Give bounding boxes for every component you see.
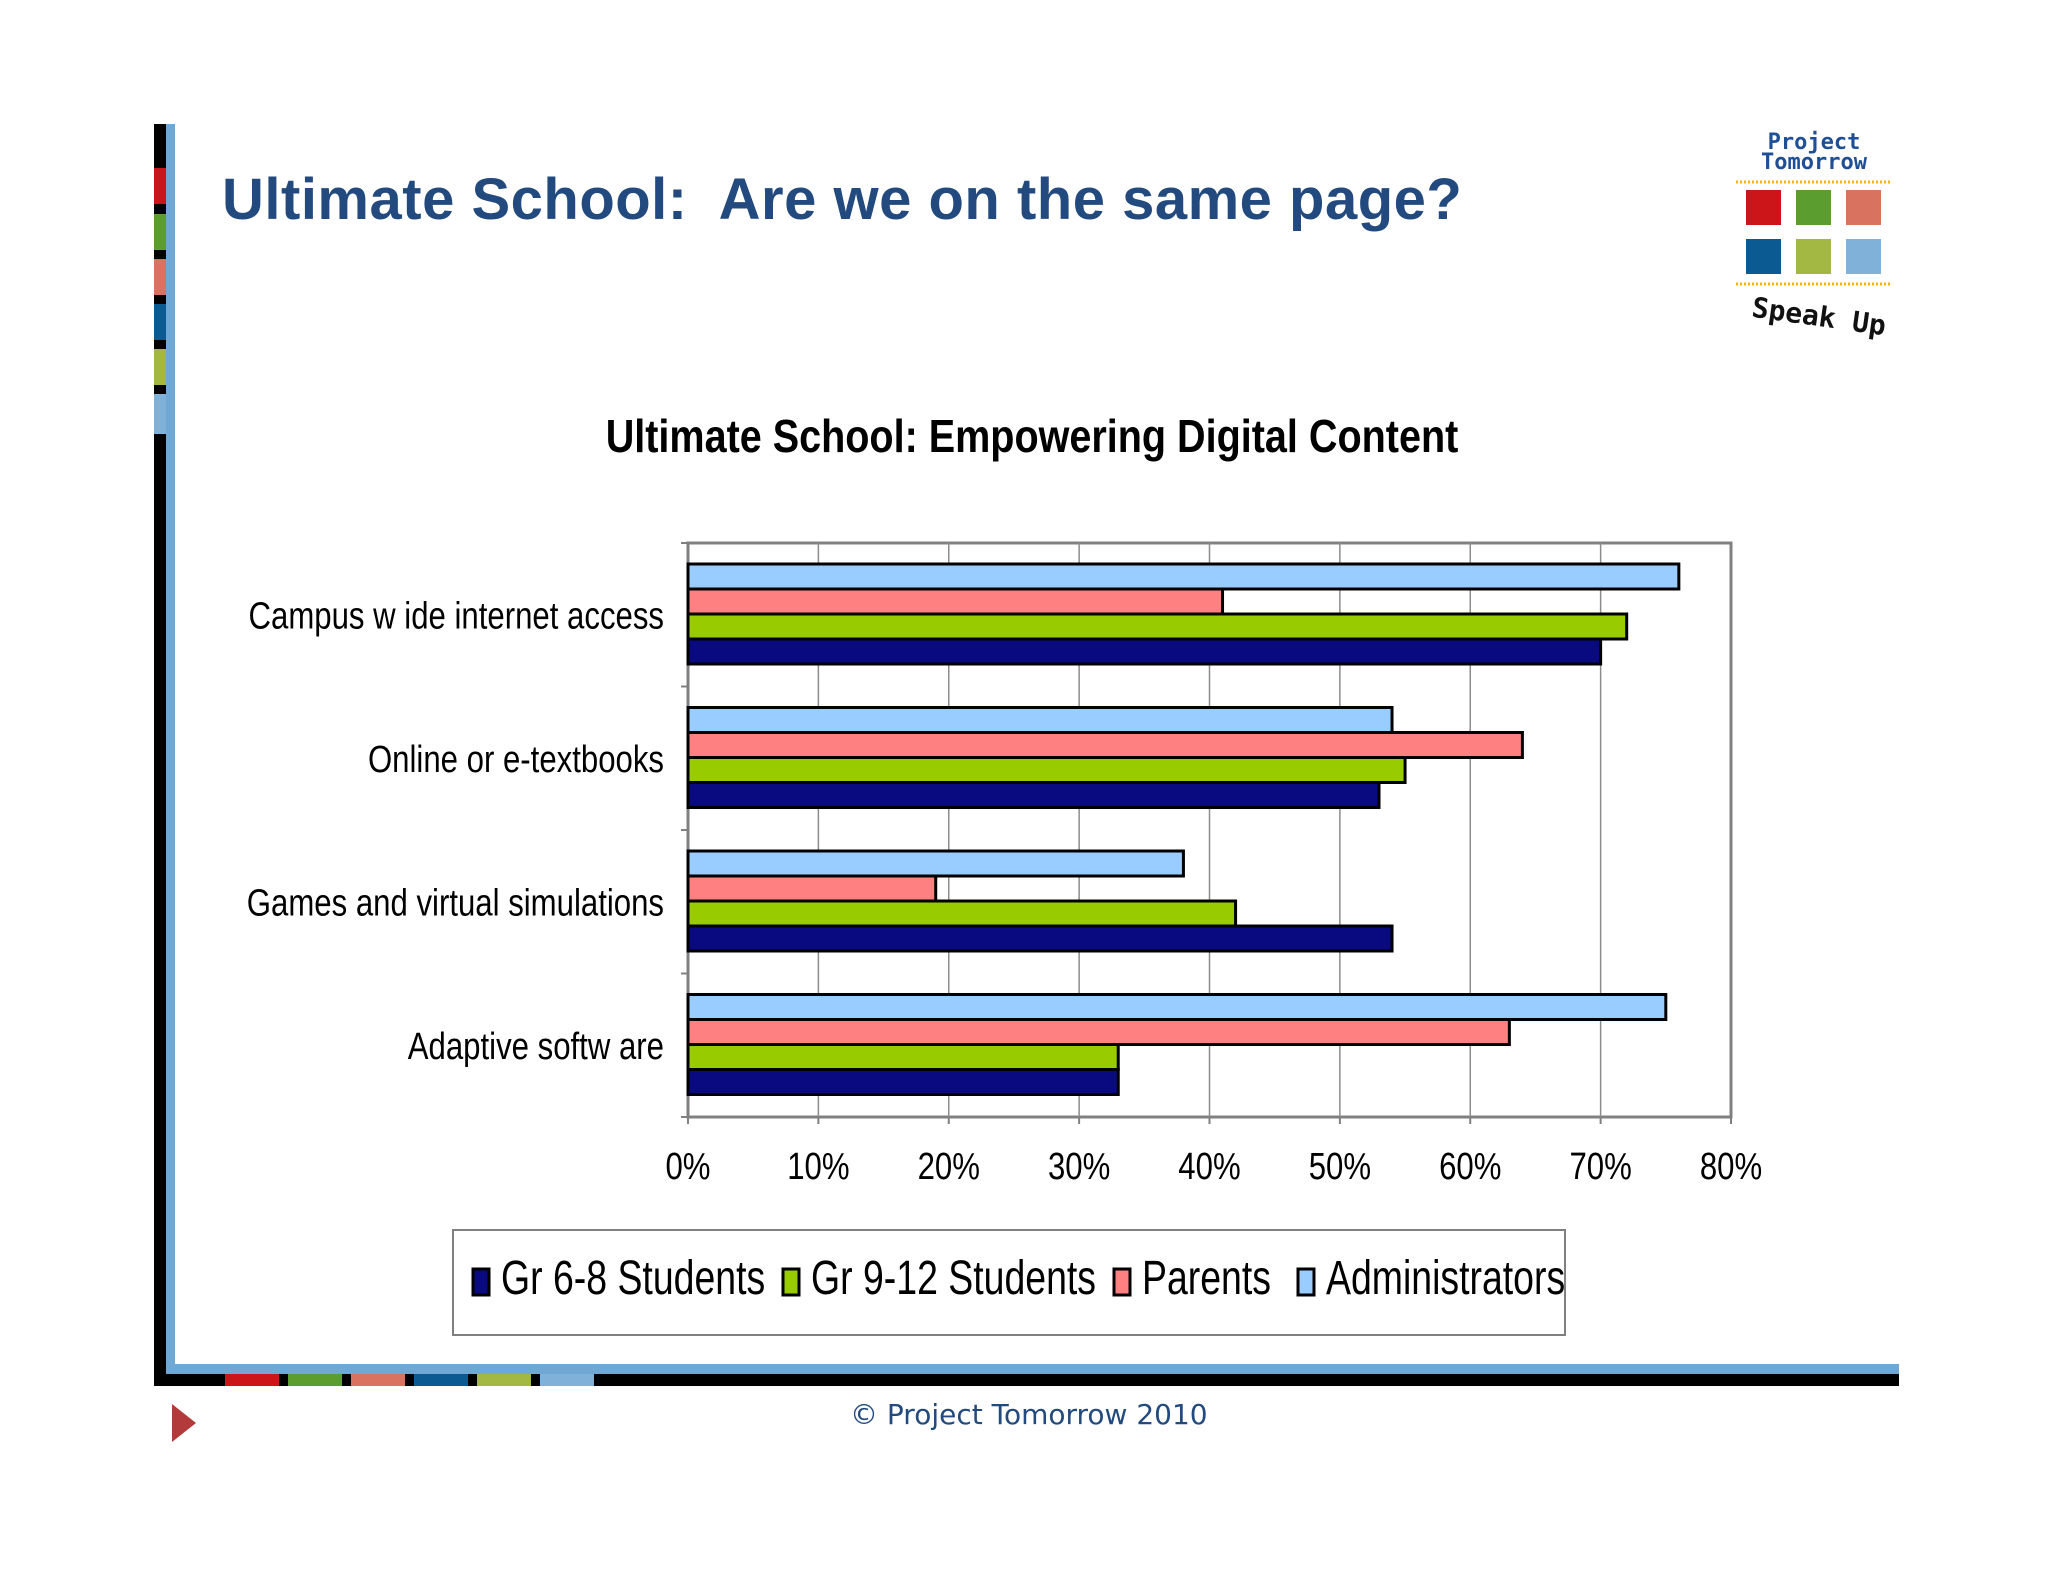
x-tick-label: 0% (665, 1146, 710, 1188)
x-tick-label: 40% (1178, 1146, 1240, 1188)
bar-administrators (686, 849, 1185, 878)
x-tick-label: 60% (1439, 1146, 1501, 1188)
category-label: Games and virtual simulations (247, 883, 664, 925)
bar-gr-9-12-students (686, 1043, 1120, 1071)
legend-swatch (471, 1267, 491, 1297)
logo-squares (1736, 180, 1890, 286)
stripe-bottom-1 (225, 1374, 279, 1386)
x-tick-label: 10% (787, 1146, 849, 1188)
bar-gr-6-8-students (686, 1068, 1120, 1096)
stripe-bottom-6 (540, 1374, 594, 1386)
stripe-bottom-3 (351, 1374, 405, 1386)
chart-bars (686, 562, 1681, 1096)
x-tick-label: 70% (1569, 1146, 1631, 1188)
legend-label: Gr 9-12 Students (811, 1252, 1096, 1306)
stripe-left-6 (154, 394, 166, 434)
stripe-bottom-5 (477, 1374, 531, 1386)
frame-left-blue (166, 124, 175, 1374)
chart-labels: 0% 10% 20% 30% 40% 50% 60% 70% 80% Campus w ide i… (247, 596, 1762, 1188)
bar-parents (686, 874, 938, 903)
bar-parents (686, 587, 1225, 616)
chart-title: Ultimate School: Empowering Digital Cont… (606, 411, 1459, 462)
project-tomorrow-logo: Project Tomorrow Speak Up (1726, 128, 1902, 350)
logo-line-2: Tomorrow (1761, 150, 1867, 175)
bar-gr-9-12-students (686, 756, 1407, 784)
frame-bottom-blue (166, 1364, 1899, 1374)
bar-gr-6-8-students (686, 924, 1394, 953)
bar-administrators (686, 993, 1668, 1021)
bar-gr-6-8-students (686, 637, 1603, 666)
category-label: Adaptive softw are (408, 1026, 664, 1068)
bar-gr-9-12-students (686, 899, 1238, 928)
x-tick-label: 50% (1309, 1146, 1371, 1188)
stripe-left-4 (154, 304, 166, 340)
x-tick-label: 80% (1700, 1146, 1762, 1188)
x-tick-label: 30% (1048, 1146, 1110, 1188)
bar-administrators (686, 706, 1394, 734)
legend-swatch (781, 1267, 801, 1297)
stripe-left-5 (154, 349, 166, 385)
stripe-left-3 (154, 259, 166, 295)
bar-parents (686, 1018, 1511, 1046)
category-label: Campus w ide internet access (249, 596, 664, 638)
footer-arrow-icon (172, 1404, 196, 1442)
bar-gr-9-12-students (686, 612, 1629, 641)
legend-swatch (1296, 1267, 1316, 1297)
bar-administrators (686, 562, 1681, 591)
legend-label: Gr 6-8 Students (501, 1252, 765, 1306)
category-label: Online or e-textbooks (368, 739, 664, 781)
stripe-bottom-4 (414, 1374, 468, 1386)
frame-left-black (154, 124, 166, 1386)
legend-label: Administrators (1326, 1252, 1565, 1306)
x-tick-label: 20% (918, 1146, 980, 1188)
chart-legend: Gr 6-8 Students Gr 9-12 Students Parents Ad… (452, 1229, 1566, 1336)
logo-line-1: Project (1767, 130, 1861, 155)
slide-title: Ultimate School: Are we on the same page… (222, 167, 1463, 232)
bar-parents (686, 731, 1524, 759)
legend-swatch (1112, 1267, 1132, 1297)
bar-gr-6-8-students (686, 781, 1381, 809)
stripe-bottom-2 (288, 1374, 342, 1386)
stripe-left-2 (154, 214, 166, 250)
footer-copyright: © Project Tomorrow 2010 (850, 1398, 1208, 1431)
legend-box (452, 1229, 1566, 1336)
stripe-left-1 (154, 168, 166, 204)
legend-label: Parents (1142, 1252, 1271, 1306)
